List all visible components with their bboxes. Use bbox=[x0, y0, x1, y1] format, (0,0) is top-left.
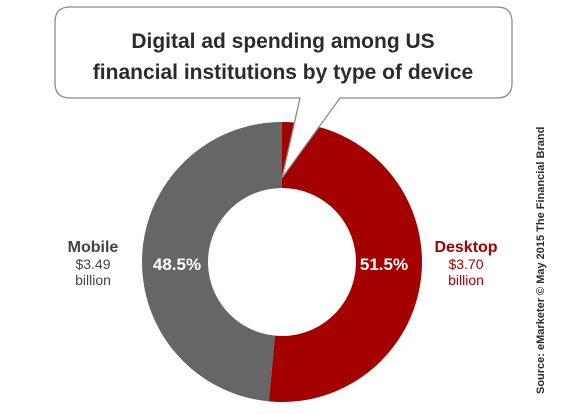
chart-title-line-1: Digital ad spending among US bbox=[131, 30, 434, 53]
source-note: Source: eMarketer © May 2015 The Financi… bbox=[535, 127, 547, 394]
pct-label-desktop: 51.5% bbox=[360, 255, 408, 274]
category-name-desktop: Desktop bbox=[434, 239, 497, 256]
pct-label-mobile: 48.5% bbox=[153, 255, 201, 274]
slice-desktop bbox=[268, 122, 422, 402]
title-bubble bbox=[54, 6, 513, 179]
category-amount-mobile: $3.49 bbox=[75, 256, 110, 272]
chart-title-line-2: financial institutions by type of device bbox=[93, 61, 473, 84]
category-unit-desktop: billion bbox=[448, 272, 484, 288]
category-name-mobile: Mobile bbox=[68, 239, 119, 256]
category-unit-mobile: billion bbox=[75, 272, 111, 288]
category-amount-desktop: $3.70 bbox=[448, 256, 483, 272]
slice-mobile bbox=[141, 121, 282, 402]
